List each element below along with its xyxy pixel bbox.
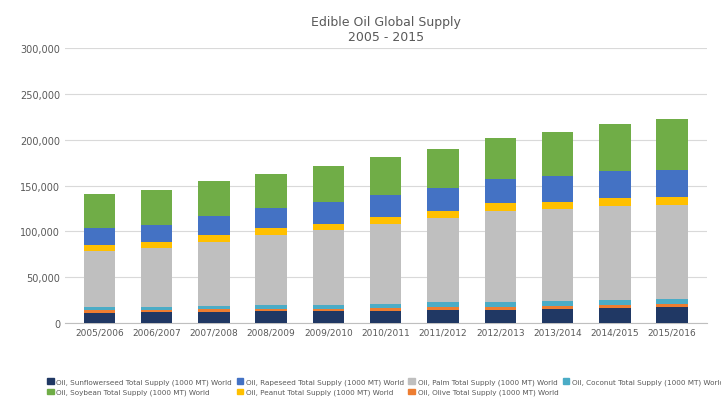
Bar — [542, 210, 573, 301]
Bar — [313, 202, 344, 224]
Bar — [599, 300, 631, 305]
Bar — [656, 198, 688, 205]
Bar — [599, 172, 631, 198]
Bar — [255, 312, 287, 323]
Bar — [198, 242, 229, 306]
Bar — [542, 132, 573, 176]
Bar — [313, 306, 344, 309]
Legend: Oil, Sunflowerseed Total Supply (1000 MT) World, Oil, Soybean Total Supply (1000: Oil, Sunflowerseed Total Supply (1000 MT… — [45, 376, 721, 398]
Bar — [370, 311, 402, 323]
Bar — [198, 312, 229, 323]
Bar — [599, 305, 631, 308]
Bar — [141, 307, 172, 310]
Bar — [84, 229, 115, 245]
Bar — [485, 204, 516, 211]
Bar — [542, 301, 573, 306]
Bar — [141, 312, 172, 323]
Bar — [141, 190, 172, 225]
Bar — [370, 157, 402, 196]
Bar — [656, 299, 688, 305]
Bar — [485, 303, 516, 307]
Bar — [84, 195, 115, 229]
Bar — [599, 206, 631, 300]
Bar — [656, 170, 688, 198]
Bar — [84, 310, 115, 313]
Bar — [542, 309, 573, 323]
Bar — [428, 307, 459, 310]
Bar — [84, 245, 115, 251]
Bar — [370, 218, 402, 225]
Bar — [599, 124, 631, 172]
Bar — [141, 248, 172, 307]
Bar — [485, 310, 516, 323]
Bar — [313, 231, 344, 306]
Bar — [198, 182, 229, 217]
Bar — [370, 196, 402, 218]
Bar — [542, 202, 573, 210]
Bar — [428, 303, 459, 307]
Bar — [255, 229, 287, 235]
Bar — [141, 225, 172, 243]
Bar — [141, 310, 172, 312]
Bar — [428, 212, 459, 218]
Bar — [485, 139, 516, 179]
Bar — [542, 176, 573, 202]
Bar — [84, 313, 115, 323]
Bar — [370, 308, 402, 311]
Bar — [370, 225, 402, 304]
Bar — [313, 309, 344, 312]
Bar — [428, 310, 459, 323]
Bar — [370, 304, 402, 308]
Bar — [656, 308, 688, 323]
Bar — [255, 235, 287, 306]
Bar — [428, 189, 459, 212]
Bar — [313, 224, 344, 231]
Bar — [542, 306, 573, 309]
Bar — [428, 218, 459, 303]
Bar — [656, 205, 688, 299]
Bar — [485, 307, 516, 310]
Bar — [198, 306, 229, 310]
Bar — [255, 309, 287, 312]
Bar — [255, 306, 287, 309]
Bar — [255, 209, 287, 229]
Bar — [599, 308, 631, 323]
Bar — [313, 312, 344, 323]
Bar — [84, 251, 115, 308]
Bar — [313, 166, 344, 202]
Bar — [428, 150, 459, 189]
Bar — [485, 179, 516, 204]
Bar — [198, 310, 229, 312]
Bar — [485, 211, 516, 303]
Bar — [255, 175, 287, 209]
Bar — [198, 236, 229, 242]
Bar — [84, 308, 115, 310]
Bar — [141, 243, 172, 248]
Title: Edible Oil Global Supply
2005 - 2015: Edible Oil Global Supply 2005 - 2015 — [311, 16, 461, 44]
Bar — [599, 198, 631, 206]
Bar — [198, 217, 229, 236]
Bar — [656, 120, 688, 170]
Bar — [656, 305, 688, 308]
